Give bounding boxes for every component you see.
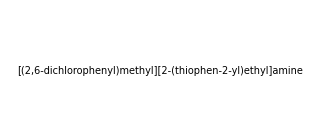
Text: [(2,6-dichlorophenyl)methyl][2-(thiophen-2-yl)ethyl]amine: [(2,6-dichlorophenyl)methyl][2-(thiophen… — [17, 66, 303, 76]
